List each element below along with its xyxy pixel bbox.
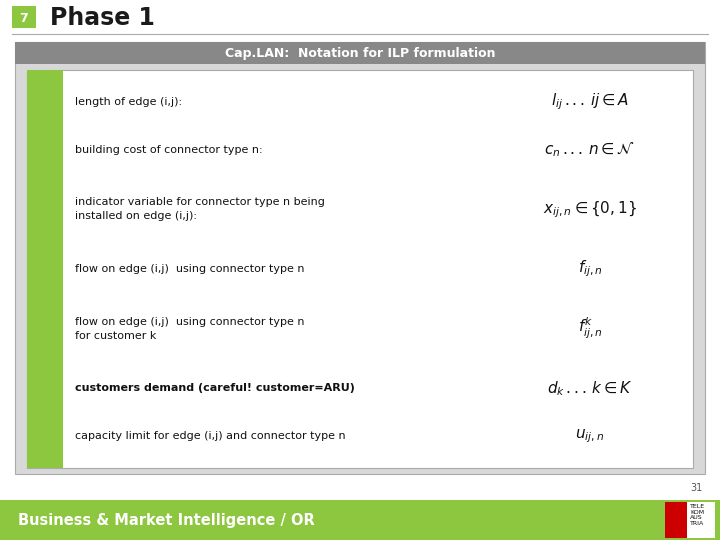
Text: $x_{ij,n} \in \{0,1\}$: $x_{ij,n} \in \{0,1\}$ (543, 199, 637, 220)
Text: $u_{ij,n}$: $u_{ij,n}$ (575, 427, 605, 445)
Text: 7: 7 (19, 11, 28, 24)
Text: building cost of connector type n:: building cost of connector type n: (75, 145, 263, 154)
Text: $f_{ij,n}$: $f_{ij,n}$ (577, 259, 603, 279)
Text: flow on edge (i,j)  using connector type n: flow on edge (i,j) using connector type … (75, 316, 305, 327)
Text: Cap.LAN:  Notation for ILP formulation: Cap.LAN: Notation for ILP formulation (225, 46, 495, 59)
Bar (15, 42, 705, 474)
Text: TELE
KOM
AUS
TRIA: TELE KOM AUS TRIA (690, 504, 705, 526)
Text: Business & Market Intelligence / OR: Business & Market Intelligence / OR (18, 512, 315, 528)
Bar (665, 502, 687, 538)
Text: $f^{k}_{ij,n}$: $f^{k}_{ij,n}$ (577, 316, 603, 341)
Bar (665, 502, 715, 538)
Bar (0, 500, 720, 540)
Bar (12, 6, 36, 28)
Text: for customer k: for customer k (75, 330, 156, 341)
Text: indicator variable for connector type n being: indicator variable for connector type n … (75, 197, 325, 207)
Text: flow on edge (i,j)  using connector type n: flow on edge (i,j) using connector type … (75, 264, 305, 274)
Text: $c_{n}\,...\,n \in \mathcal{N}$: $c_{n}\,...\,n \in \mathcal{N}$ (544, 140, 636, 159)
Text: installed on edge (i,j):: installed on edge (i,j): (75, 211, 197, 221)
Text: $l_{ij}\,...\,ij \in A$: $l_{ij}\,...\,ij \in A$ (551, 92, 629, 112)
Text: length of edge (i,j):: length of edge (i,j): (75, 97, 182, 107)
Text: 31: 31 (690, 483, 703, 493)
Bar (27, 70, 63, 468)
Text: $d_{k}\,...\,k \in K$: $d_{k}\,...\,k \in K$ (547, 379, 633, 398)
Bar (27, 70, 693, 468)
Text: Phase 1: Phase 1 (50, 6, 155, 30)
Text: customers demand (careful! customer=ARU): customers demand (careful! customer=ARU) (75, 383, 355, 393)
Bar (15, 42, 705, 64)
Text: capacity limit for edge (i,j) and connector type n: capacity limit for edge (i,j) and connec… (75, 431, 346, 441)
